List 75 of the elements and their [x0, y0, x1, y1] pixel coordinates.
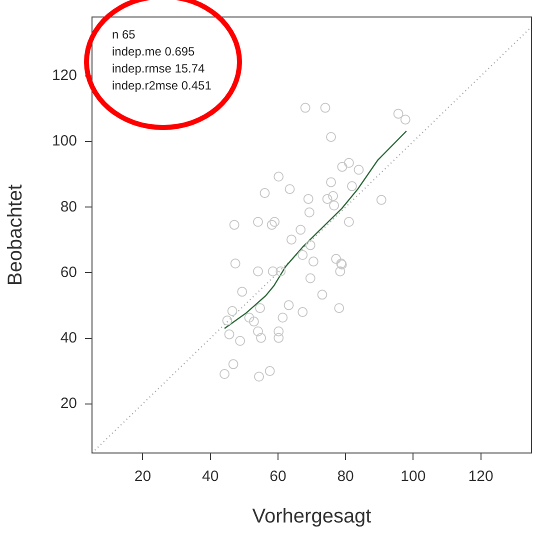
point — [335, 266, 346, 276]
point — [254, 372, 264, 382]
point — [222, 316, 232, 326]
point — [252, 216, 263, 227]
point — [270, 216, 280, 227]
point — [337, 162, 348, 172]
x-axis-title: Vorhergesagt — [252, 506, 372, 528]
point — [326, 177, 336, 188]
point — [329, 200, 340, 210]
point — [344, 158, 354, 168]
point — [328, 190, 338, 201]
point — [296, 224, 306, 235]
point — [400, 114, 410, 125]
point — [344, 216, 354, 227]
point — [300, 102, 310, 113]
x-tick-label: 20 — [134, 468, 152, 486]
point — [255, 303, 266, 314]
point — [274, 172, 284, 182]
point — [317, 290, 328, 300]
annotation: n 65 — [112, 27, 136, 42]
point — [286, 234, 296, 245]
point — [274, 332, 284, 343]
point — [284, 300, 294, 310]
point — [331, 254, 342, 264]
point — [235, 336, 246, 346]
annotation: indep.r2mse 0.451 — [112, 78, 212, 92]
point — [298, 250, 308, 260]
point — [266, 220, 277, 230]
y-axis-title: Beobachtet — [4, 184, 27, 286]
x-tick-label: 120 — [468, 468, 494, 486]
point — [252, 326, 263, 336]
y-tick-label: 20 — [60, 394, 77, 412]
point — [320, 102, 330, 113]
point — [260, 188, 270, 198]
y-tick-label: 60 — [60, 264, 77, 281]
y-tick-label: 120 — [52, 67, 77, 84]
point — [334, 303, 344, 314]
point — [274, 326, 284, 336]
point — [224, 329, 234, 340]
point — [346, 181, 357, 192]
point — [304, 207, 314, 218]
y-tick-label: 100 — [52, 132, 77, 150]
y-tick-label: 40 — [60, 329, 77, 346]
point — [298, 307, 308, 318]
point — [268, 266, 278, 276]
point — [229, 220, 240, 230]
point — [276, 266, 286, 276]
point — [237, 286, 248, 297]
point — [248, 316, 259, 327]
point — [284, 184, 295, 194]
point — [244, 312, 254, 323]
x-tick-label: 40 — [202, 468, 219, 486]
point — [305, 240, 316, 250]
annotation: indep.rmse 15.74 — [112, 61, 206, 76]
x-tick-label: 60 — [270, 468, 286, 486]
point — [303, 194, 314, 204]
point — [308, 256, 318, 267]
point — [220, 368, 230, 379]
y-tick-label: 80 — [60, 198, 77, 216]
point — [305, 273, 316, 284]
annotation: indep.me 0.695 — [112, 44, 196, 58]
point — [228, 359, 238, 370]
point — [227, 306, 238, 316]
x-tick-label: 100 — [400, 468, 426, 486]
point — [278, 312, 288, 323]
point — [376, 194, 386, 205]
point — [322, 194, 332, 204]
x-tick-label: 80 — [337, 468, 354, 486]
point — [256, 332, 266, 343]
point — [393, 108, 404, 119]
point — [354, 164, 364, 175]
point — [252, 266, 263, 276]
point — [230, 258, 240, 269]
point — [264, 366, 275, 376]
point — [326, 132, 336, 142]
